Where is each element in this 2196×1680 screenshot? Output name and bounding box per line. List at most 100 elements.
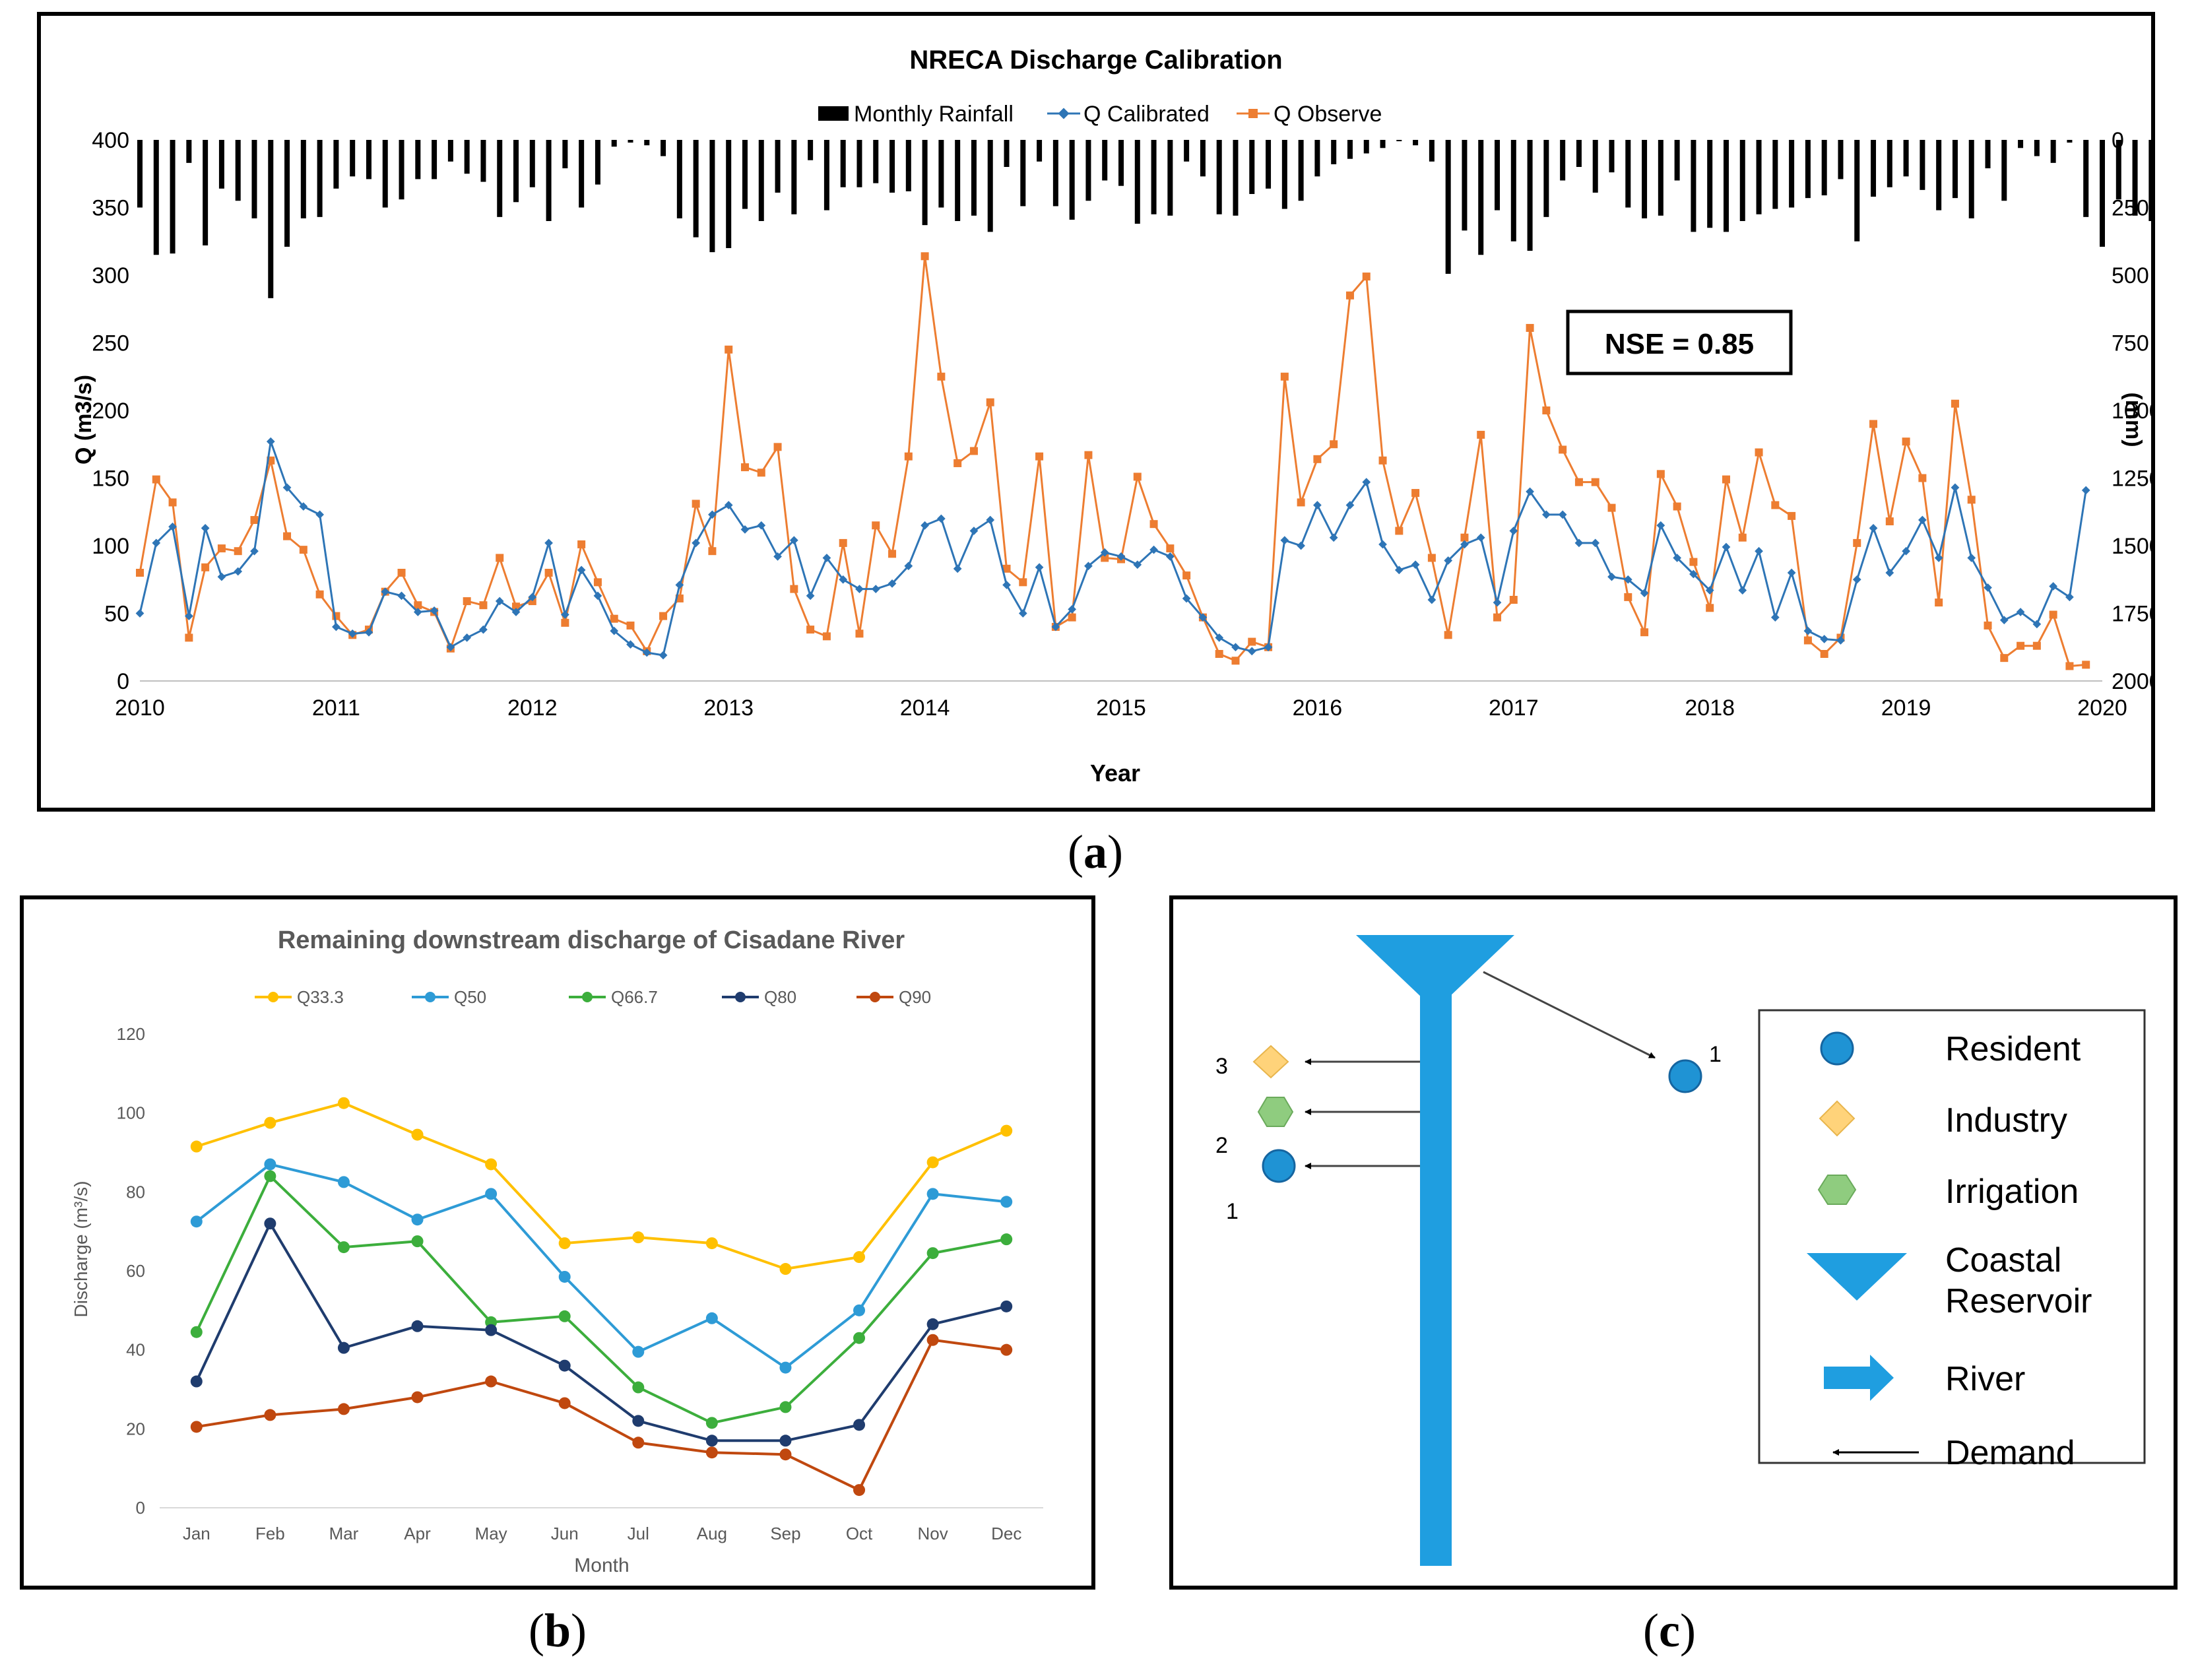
calibration-chart-panel: NRECA Discharge Calibration Monthly Rain… (37, 12, 2187, 812)
resident-downstream-icon (1262, 1149, 1296, 1183)
data-point (1000, 1233, 1013, 1246)
point-q-calibrated (855, 585, 864, 593)
point-q-calibrated (1738, 586, 1747, 595)
point-q-calibrated (1460, 540, 1469, 549)
industry-icon (1252, 1045, 1289, 1079)
y2-tick-label: 750 (2112, 331, 2149, 356)
point-q-observe (839, 538, 847, 547)
point-q-observe (1493, 613, 1502, 622)
point-q-calibrated (2065, 593, 2074, 602)
rainfall-bar (399, 140, 404, 200)
data-point (485, 1375, 498, 1388)
rainfall-bar (513, 140, 519, 203)
x-axis-ticks: 2010 2011 2012 2013 2014 2015 2016 2017 2018 2019… (115, 680, 2127, 721)
point-q-calibrated (1951, 483, 1960, 492)
point-q-observe (725, 345, 733, 354)
point-q-calibrated (1607, 572, 1616, 581)
point-q-calibrated (1476, 533, 1485, 542)
point-q-observe (708, 547, 717, 556)
rainfall-bar (1266, 140, 1272, 189)
point-q-calibrated (1755, 546, 1763, 556)
x-axis-ticks: Jan Feb Mar Apr May Jun Jul Aug Sep Oct Nov Dec (160, 1507, 1043, 1543)
rainfall-bar (676, 140, 682, 218)
rainfall-bar (1085, 140, 1091, 201)
point-q-calibrated (1297, 541, 1305, 550)
point-q-calibrated (1313, 501, 1322, 509)
point-q-observe (1738, 533, 1747, 542)
point-q-calibrated (1885, 568, 1894, 577)
y-tick-label: 150 (92, 467, 129, 492)
rainfall-bar (1413, 140, 1419, 146)
rainfall-bar (480, 140, 486, 182)
point-q-calibrated (201, 523, 210, 533)
point-q-calibrated (1558, 510, 1567, 519)
rainfall-bar (300, 140, 306, 218)
rainfall-bar (464, 140, 470, 174)
rainfall-bar (726, 140, 732, 248)
x-tick-label: Jun (551, 1524, 579, 1543)
x-tick-label: 2015 (1096, 695, 1146, 721)
rainfall-bar (1102, 140, 1108, 181)
point-q-observe (185, 633, 193, 642)
industry-number: 3 (1215, 1054, 1228, 1079)
point-q-calibrated (1394, 565, 1404, 575)
rainfall-bar (1543, 140, 1549, 217)
point-q-observe (1788, 511, 1796, 520)
point-q-calibrated (1673, 554, 1681, 562)
coastal-reservoir-icon (1356, 935, 1514, 1010)
data-point (705, 1446, 718, 1459)
data-point (853, 1332, 866, 1344)
rainfall-bar (137, 140, 143, 208)
y2-tick-label: 1500 (2112, 534, 2151, 559)
point-q-calibrated (1231, 643, 1240, 652)
rainfall-bar (1968, 140, 1974, 218)
caption-a: (a) (1068, 825, 1123, 878)
rainfall-bar (824, 140, 829, 210)
data-point (264, 1217, 276, 1230)
legend-industry-icon (1819, 1100, 1856, 1137)
data-point (558, 1270, 571, 1283)
point-q-observe (1248, 637, 1256, 646)
rainfall-bar (1445, 140, 1451, 274)
point-q-observe (1624, 593, 1632, 601)
point-q-calibrated (1591, 538, 1600, 548)
data-point (779, 1435, 792, 1447)
point-q-observe (544, 569, 553, 577)
point-q-observe (1345, 291, 1354, 300)
point-q-calibrated (1018, 609, 1027, 618)
point-q-observe (463, 597, 471, 606)
point-q-observe (250, 516, 259, 525)
point-q-observe (1166, 544, 1175, 553)
rainfall-bar (1281, 140, 1287, 209)
schematic-panel: 1 3 2 1 Resident Industry Irrigation Coa… (1169, 895, 2178, 1590)
legend-reservoir-label-line1: Coastal (1945, 1241, 2061, 1279)
series-line-q33-3 (196, 1101, 1007, 1271)
rainfall-bar (595, 140, 600, 185)
y-tick-label: 80 (126, 1182, 145, 1202)
data-point (705, 1312, 718, 1324)
rainfall-bar (1707, 140, 1713, 228)
point-q-calibrated (1002, 581, 1011, 589)
data-point (779, 1263, 792, 1276)
point-q-observe (1444, 631, 1452, 639)
rainfall-bar (1151, 140, 1157, 214)
y2-axis-label: (mm) (2121, 392, 2146, 447)
rainfall-bar (1216, 140, 1222, 214)
data-point (558, 1237, 571, 1250)
point-q-calibrated (1902, 546, 1910, 556)
point-q-observe (561, 618, 569, 627)
discharge-series (190, 1097, 1013, 1497)
point-q-observe (1133, 472, 1142, 481)
data-point (337, 1097, 350, 1109)
rainfall-bar (153, 140, 159, 255)
point-q-observe (1411, 489, 1420, 498)
rainfall-bar (366, 140, 371, 179)
legend-irrigation-label: Irrigation (1945, 1173, 2079, 1211)
rainfall-bar (432, 140, 437, 179)
rainfall-bar (2115, 140, 2121, 200)
y-tick-label: 250 (92, 331, 129, 356)
point-q-calibrated (659, 651, 668, 660)
legend-label: Q50 (454, 987, 486, 1007)
point-q-observe (168, 498, 177, 507)
rainfall-bar (1821, 140, 1827, 196)
